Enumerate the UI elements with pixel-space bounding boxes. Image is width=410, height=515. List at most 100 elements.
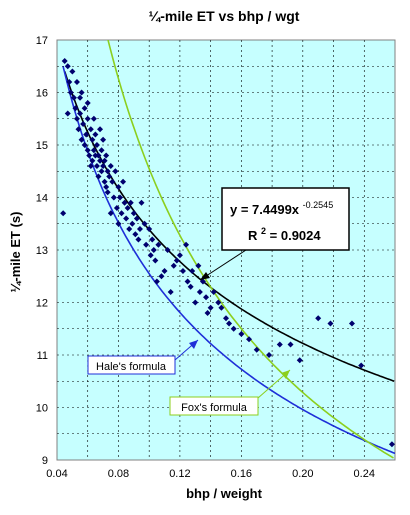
data-point — [97, 157, 104, 164]
x-tick-label: 0.24 — [354, 468, 375, 480]
data-point — [158, 273, 165, 280]
data-point — [135, 236, 142, 243]
data-point — [210, 289, 217, 295]
data-point — [81, 105, 88, 112]
data-point — [147, 252, 154, 259]
x-tick-label: 0.16 — [231, 468, 252, 480]
x-tick-label: 0.12 — [169, 468, 190, 480]
data-point — [152, 257, 159, 264]
data-point — [149, 236, 156, 243]
data-point — [315, 315, 322, 322]
data-point — [146, 226, 153, 232]
data-point — [73, 115, 80, 122]
data-point — [90, 115, 97, 122]
data-point — [97, 126, 104, 133]
data-point — [115, 184, 122, 190]
data-point — [138, 199, 145, 206]
y-tick-label: 13 — [36, 245, 48, 257]
y-tick-label: 15 — [36, 140, 48, 152]
equation-main: y = 7.4499x — [230, 202, 300, 217]
data-point — [93, 142, 100, 148]
data-point — [113, 205, 120, 211]
data-point — [133, 215, 140, 222]
data-point — [187, 283, 194, 290]
data-point — [223, 315, 229, 322]
data-point — [184, 278, 191, 285]
data-point — [192, 299, 199, 306]
data-point — [60, 210, 67, 217]
data-point — [72, 105, 79, 112]
data-point — [95, 173, 102, 180]
data-point — [218, 304, 225, 311]
y-tick-label: 17 — [36, 35, 48, 47]
data-point — [287, 341, 294, 348]
data-point — [129, 220, 136, 227]
data-point — [84, 115, 91, 122]
r-squared-value: = 0.9024 — [270, 228, 322, 243]
fox-label-box — [169, 396, 259, 416]
data-point — [196, 289, 203, 295]
data-point — [77, 110, 84, 117]
x-axis-label: bhp / weight — [186, 486, 262, 501]
data-point — [121, 199, 128, 206]
x-tick-label: 0.20 — [292, 468, 313, 480]
data-point — [64, 63, 71, 70]
data-point — [109, 178, 116, 185]
x-tick-label: 0.04 — [46, 468, 67, 480]
y-tick-label: 11 — [37, 350, 48, 362]
data-point — [66, 79, 73, 85]
fox-label: Fox's formula — [181, 402, 248, 414]
data-point — [92, 152, 99, 159]
power-fit-curve — [63, 71, 395, 382]
data-point — [87, 163, 94, 169]
data-point — [69, 68, 76, 75]
data-point — [226, 320, 233, 327]
data-point — [120, 178, 127, 185]
hale-label: Hale's formula — [96, 361, 167, 373]
data-point — [103, 152, 110, 159]
data-point — [115, 220, 122, 227]
data-point — [75, 126, 82, 133]
data-point — [123, 215, 130, 222]
data-point — [153, 278, 160, 285]
data-point — [127, 199, 134, 206]
data-point — [276, 341, 283, 348]
data-point — [126, 226, 133, 232]
data-point — [141, 220, 148, 227]
data-point — [77, 94, 84, 101]
data-point — [176, 252, 183, 259]
chart-title: ¼-mile ET vs bhp / wgt — [149, 8, 300, 24]
data-point — [189, 268, 196, 274]
data-point — [238, 331, 245, 337]
y-tick-label: 14 — [36, 193, 48, 205]
fox-pointer-arrowhead — [281, 370, 290, 379]
data-point — [84, 100, 91, 106]
data-point — [199, 278, 206, 285]
data-point — [95, 152, 102, 159]
y-tick-label: 12 — [36, 298, 48, 310]
fox-formula-curve — [107, 40, 394, 459]
data-points — [60, 58, 395, 448]
x-tick-labels: 0.04 0.08 0.12 0.16 0.20 0.24 — [46, 468, 375, 480]
data-point — [81, 142, 88, 148]
data-point — [167, 289, 174, 295]
data-point — [101, 178, 108, 185]
data-point — [266, 352, 273, 358]
data-point — [83, 131, 90, 138]
data-point — [93, 163, 100, 169]
data-point — [112, 168, 119, 175]
data-point — [327, 320, 334, 327]
data-point — [136, 226, 143, 232]
data-point — [104, 189, 111, 196]
equation-exponent: -0.2545 — [303, 200, 334, 210]
x-tick-label: 0.08 — [108, 468, 129, 480]
data-point — [78, 136, 85, 143]
y-tick-labels: 9 10 11 12 13 14 15 16 17 — [36, 35, 48, 467]
data-point — [150, 247, 157, 253]
data-point — [98, 147, 105, 154]
hale-pointer-arrowhead — [189, 340, 198, 349]
data-point — [84, 147, 91, 154]
data-point — [195, 262, 202, 269]
